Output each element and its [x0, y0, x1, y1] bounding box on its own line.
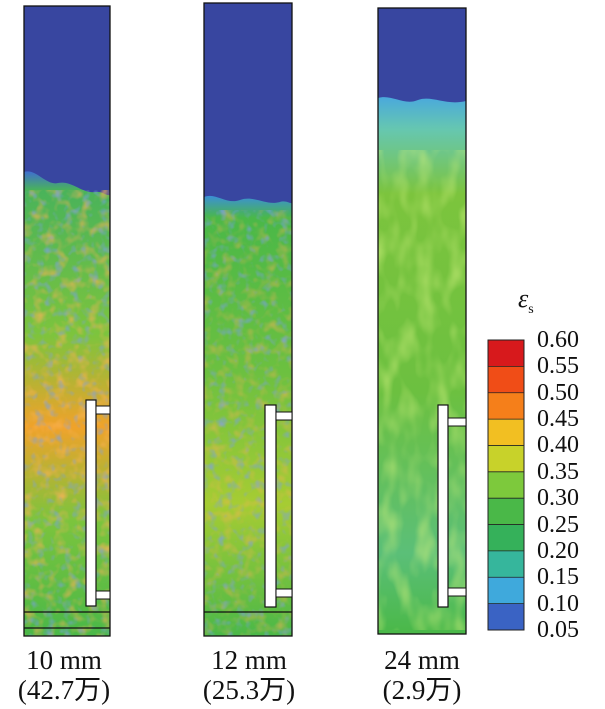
- colorbar-tick-label: 0.20: [537, 537, 579, 564]
- colorbar-tick-label: 0.50: [537, 379, 579, 406]
- colorbar-tick-label: 0.30: [537, 485, 579, 512]
- colorbar-swatch: [488, 524, 524, 552]
- panel-10mm: [23, 5, 111, 637]
- bed-texture-bubbles: [204, 210, 292, 636]
- colorbar-swatch: [488, 392, 524, 420]
- colorbar-swatch: [488, 419, 524, 446]
- colorbar-swatch: [488, 445, 524, 473]
- colorbar-tick-label: 0.55: [537, 353, 579, 380]
- internal-baffle: [85, 399, 97, 607]
- internal-baffle: [264, 404, 277, 608]
- caption-panel-2: 12 mm (25.3万): [202, 645, 296, 705]
- colorbar-tick-label: 0.40: [537, 432, 579, 459]
- colorbar-tick-label: 0.60: [537, 327, 579, 353]
- caption-panel-1: 10 mm (42.7万): [17, 645, 111, 705]
- colorbar-symbol: εs: [518, 284, 534, 318]
- colorbar-swatch: [488, 603, 524, 631]
- colorbar-tick-label: 0.25: [537, 511, 579, 538]
- colorbar-swatch: [488, 498, 524, 526]
- bed-texture: [378, 150, 466, 630]
- caption-panel-3: 24 mm (2.9万): [382, 645, 462, 705]
- colorbar-tick-label: 0.45: [537, 406, 579, 433]
- colorbar-tick-label: 0.05: [537, 617, 579, 643]
- internal-baffle: [437, 404, 449, 608]
- colorbar-swatch: [488, 471, 524, 499]
- colorbar-swatch: [488, 340, 524, 367]
- panel-12mm: [203, 2, 293, 637]
- colorbar-swatch: [488, 577, 524, 605]
- colorbar-swatch: [488, 366, 524, 394]
- panel-24mm: [377, 7, 467, 635]
- colorbar-tick-label: 0.15: [537, 564, 579, 591]
- colorbar: [487, 339, 525, 631]
- colorbar-tick-label: 0.35: [537, 458, 579, 485]
- colorbar-tick-label: 0.10: [537, 590, 579, 617]
- colorbar-swatch: [488, 550, 524, 578]
